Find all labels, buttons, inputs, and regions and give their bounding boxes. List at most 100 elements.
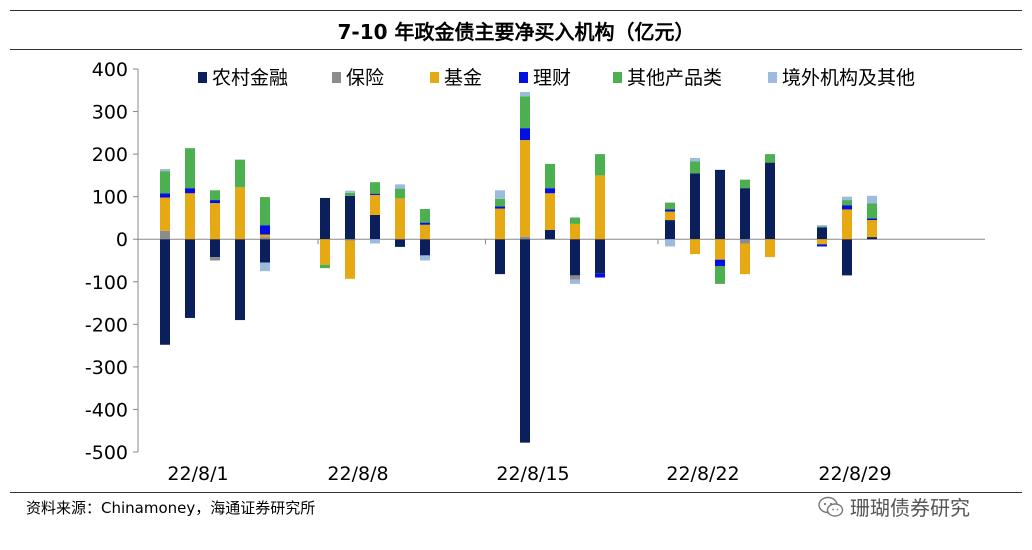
bar-segment-5 <box>495 198 505 207</box>
bar-segment-5 <box>320 264 330 269</box>
bar-segment-4 <box>595 273 605 278</box>
bar-segment-3 <box>867 220 877 238</box>
bar-segment-6 <box>520 91 530 97</box>
bar-segment-3 <box>715 239 725 260</box>
legend-label: 境外机构及其他 <box>782 67 915 89</box>
bar-segment-4 <box>420 222 430 225</box>
bar-segment-6 <box>817 225 827 227</box>
bar-segment-1 <box>665 220 675 240</box>
bar-segment-3 <box>690 239 700 255</box>
legend-label: 其他产品类 <box>627 67 722 89</box>
legend-swatch <box>430 72 439 83</box>
watermark: 珊瑚债券研究 <box>818 492 970 521</box>
bar-segment-1 <box>320 197 330 240</box>
bar-segment-5 <box>545 163 555 189</box>
bar-segment-3 <box>210 203 220 240</box>
bar-segment-5 <box>665 202 675 210</box>
bar-segment-1 <box>495 239 505 275</box>
y-tick-label: 100 <box>92 187 128 209</box>
bar-segment-5 <box>817 226 827 228</box>
legend-swatch <box>613 72 622 83</box>
x-tick-label: 22/8/15 <box>496 463 569 485</box>
bar-segment-4 <box>842 205 852 210</box>
legend-swatch <box>332 72 341 83</box>
bar-segment-6 <box>665 239 675 247</box>
bar-segment-3 <box>495 208 505 240</box>
wechat-icon <box>818 496 844 517</box>
x-tick-label: 22/8/29 <box>818 463 891 485</box>
y-tick-label: -500 <box>85 442 128 464</box>
bar-segment-6 <box>867 195 877 204</box>
bar-segment-3 <box>765 239 775 258</box>
bar-segment-4 <box>545 188 555 194</box>
bar-segment-1 <box>420 239 430 256</box>
bar-segment-1 <box>185 239 195 318</box>
legend-label: 基金 <box>444 67 482 89</box>
legend-swatch <box>519 72 528 83</box>
bar-segment-6 <box>842 196 852 201</box>
legend-label: 理财 <box>533 67 571 89</box>
bar-segment-6 <box>260 262 270 272</box>
bar-segment-3 <box>160 197 170 231</box>
y-tick-label: 200 <box>92 144 128 166</box>
bar-segment-2 <box>740 239 750 244</box>
bar-segment-5 <box>210 190 220 201</box>
bar-segment-5 <box>185 148 195 189</box>
bar-segment-5 <box>765 154 775 163</box>
bar-segment-4 <box>185 188 195 194</box>
bar-segment-5 <box>345 192 355 196</box>
x-tick-label: 22/8/8 <box>327 463 388 485</box>
bar-segment-2 <box>260 237 270 240</box>
bar-segment-1 <box>160 239 170 345</box>
bottom-divider <box>10 492 1022 493</box>
legend-swatch <box>198 72 207 83</box>
y-tick-label: 400 <box>92 59 128 81</box>
bar-segment-3 <box>420 224 430 240</box>
bar-segment-2 <box>345 239 355 241</box>
bar-segment-3 <box>595 175 605 240</box>
bar-segment-2 <box>160 230 170 240</box>
bar-segment-3 <box>260 234 270 238</box>
bar-segment-5 <box>370 182 380 194</box>
bar-segment-3 <box>842 209 852 240</box>
bar-segment-3 <box>817 239 827 245</box>
bar-segment-3 <box>520 140 530 237</box>
bar-segment-3 <box>395 198 405 240</box>
legend-label: 农村金融 <box>212 67 288 89</box>
bar-segment-5 <box>420 209 430 223</box>
bar-segment-5 <box>395 188 405 199</box>
bar-segment-6 <box>690 157 700 162</box>
bar-segment-1 <box>260 239 270 263</box>
bar-segment-5 <box>740 179 750 189</box>
bar-segment-1 <box>345 195 355 240</box>
bar-segment-1 <box>545 229 555 240</box>
x-tick-label: 22/8/22 <box>666 463 739 485</box>
legend-swatch <box>768 72 777 83</box>
bar-segment-4 <box>867 218 877 221</box>
bar-segment-1 <box>817 227 827 240</box>
bar-segment-1 <box>715 169 725 240</box>
bar-segment-3 <box>570 223 580 240</box>
bar-segment-6 <box>345 190 355 193</box>
bar-segment-2 <box>520 236 530 240</box>
bar-segment-1 <box>235 239 245 321</box>
chart-title: 7-10 年政金债主要净买入机构（亿元） <box>10 10 1022 50</box>
bar-segment-1 <box>740 188 750 240</box>
bar-segment-5 <box>520 96 530 129</box>
bar-segment-1 <box>210 239 220 258</box>
y-tick-label: -400 <box>85 399 128 421</box>
y-tick-label: -200 <box>85 314 128 336</box>
bar-segment-6 <box>160 169 170 172</box>
bar-segment-4 <box>817 244 827 247</box>
bar-segment-4 <box>520 128 530 141</box>
source-note: 资料来源：Chinamoney，海通证券研究所 <box>26 499 316 517</box>
bar-segment-1 <box>520 239 530 443</box>
bar-segment-2 <box>210 257 220 261</box>
bar-segment-6 <box>570 279 580 284</box>
bar-segment-5 <box>690 161 700 174</box>
bar-segment-3 <box>345 240 355 279</box>
bar-segment-4 <box>160 193 170 198</box>
legend-label: 保险 <box>346 67 384 89</box>
bar-segment-5 <box>160 171 170 194</box>
